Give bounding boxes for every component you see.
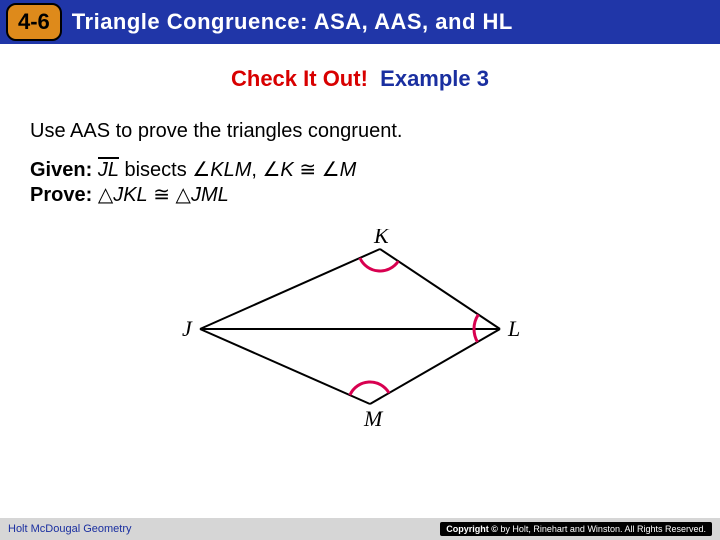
cong-symbol-1: ≅	[294, 159, 322, 181]
svg-text:K: K	[373, 229, 390, 248]
angle-symbol-2: ∠	[262, 159, 280, 181]
footer-copyright: Copyright © by Holt, Rinehart and Winsto…	[440, 522, 712, 536]
cong-symbol-2: ≅	[148, 184, 176, 206]
prove-label: Prove:	[30, 184, 92, 206]
svg-text:M: M	[363, 406, 384, 429]
subtitle-red: Check It Out!	[231, 66, 368, 91]
prove-line: Prove: △JKL ≅ △JML	[30, 182, 690, 207]
body-area: Use AAS to prove the triangles congruent…	[0, 92, 720, 429]
example-subtitle: Check It Out! Example 3	[0, 66, 720, 92]
subtitle-blue: Example 3	[374, 66, 489, 91]
given-sep: ,	[251, 159, 262, 181]
angle-symbol-3: ∠	[322, 159, 340, 181]
angle-M: M	[340, 159, 357, 181]
given-bisects: bisects	[119, 159, 192, 181]
angle-K: K	[280, 159, 293, 181]
diagram-container: J K L M	[30, 229, 690, 429]
lesson-badge: 4-6	[6, 3, 62, 41]
triangle-symbol-2: △	[176, 184, 191, 206]
triangle-JML: JML	[191, 184, 229, 206]
footer-left-text: Holt McDougal Geometry	[8, 523, 132, 535]
svg-text:L: L	[507, 316, 520, 341]
footer-bar: Holt McDougal Geometry Copyright © by Ho…	[0, 518, 720, 540]
given-label: Given:	[30, 159, 92, 181]
copyright-bold: Copyright ©	[446, 524, 498, 534]
angle-KLM: KLM	[210, 159, 251, 181]
header-bar: 4-6 Triangle Congruence: ASA, AAS, and H…	[0, 0, 720, 44]
copyright-rest: by Holt, Rinehart and Winston. All Right…	[498, 524, 706, 534]
segment-JL: JL	[98, 159, 119, 182]
given-line: Given: JL bisects ∠KLM, ∠K ≅ ∠M	[30, 157, 690, 182]
header-title: Triangle Congruence: ASA, AAS, and HL	[72, 9, 513, 35]
svg-text:J: J	[182, 316, 193, 341]
angle-symbol-1: ∠	[192, 159, 210, 181]
instruction-text: Use AAS to prove the triangles congruent…	[30, 120, 690, 143]
triangle-JKL: JKL	[113, 184, 147, 206]
triangle-symbol-1: △	[98, 184, 113, 206]
triangle-diagram: J K L M	[170, 229, 550, 429]
